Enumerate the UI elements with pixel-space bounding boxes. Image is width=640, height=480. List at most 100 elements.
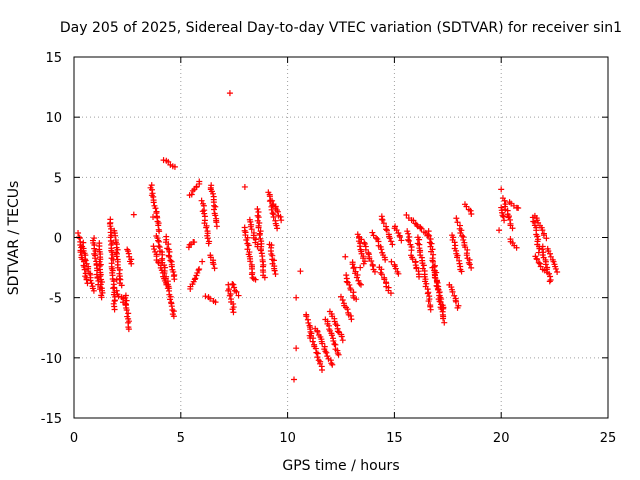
data-point xyxy=(226,90,233,97)
data-point xyxy=(230,300,237,307)
data-point xyxy=(204,235,211,242)
data-point xyxy=(272,271,279,278)
data-point xyxy=(357,264,364,271)
y-tick-label: -10 xyxy=(41,352,62,367)
data-point xyxy=(271,267,278,274)
data-point xyxy=(369,262,376,269)
data-point xyxy=(468,264,475,271)
data-point xyxy=(328,332,335,339)
data-point xyxy=(467,207,474,214)
data-point xyxy=(405,236,412,243)
data-points xyxy=(75,90,561,383)
data-point xyxy=(331,341,338,348)
data-point xyxy=(212,203,219,210)
data-point xyxy=(171,276,178,283)
data-point xyxy=(534,256,541,263)
data-point xyxy=(550,258,557,265)
data-point xyxy=(357,281,364,288)
data-point xyxy=(379,216,386,223)
data-point xyxy=(256,220,263,227)
data-point xyxy=(82,257,89,264)
data-point xyxy=(319,340,326,347)
data-point xyxy=(268,206,275,213)
data-point xyxy=(356,243,363,250)
data-point xyxy=(113,287,120,294)
data-point xyxy=(466,261,473,268)
data-point xyxy=(278,217,285,224)
data-point xyxy=(92,255,99,262)
data-point xyxy=(392,265,399,272)
data-point xyxy=(499,212,506,219)
chart-title: Day 205 of 2025, Sidereal Day-to-day VTE… xyxy=(60,20,622,36)
data-point xyxy=(353,296,360,303)
data-point xyxy=(453,298,460,305)
data-point xyxy=(274,208,281,215)
data-point xyxy=(319,367,326,374)
data-point xyxy=(552,265,559,272)
data-point xyxy=(212,212,219,219)
data-point xyxy=(337,293,344,300)
data-point xyxy=(191,239,198,246)
data-point xyxy=(335,351,342,358)
x-tick-label: 5 xyxy=(177,431,185,446)
data-point xyxy=(554,269,561,276)
data-point xyxy=(274,225,281,232)
data-point xyxy=(440,315,447,322)
data-point xyxy=(420,262,427,269)
data-point xyxy=(543,235,550,242)
data-point xyxy=(207,295,214,302)
data-point xyxy=(360,255,367,262)
data-point xyxy=(213,223,220,230)
data-point xyxy=(351,264,358,271)
data-point xyxy=(83,276,90,283)
data-point xyxy=(348,316,355,323)
data-point xyxy=(418,225,425,232)
x-tick-label: 20 xyxy=(493,431,510,446)
data-point xyxy=(426,232,433,239)
data-point xyxy=(344,306,351,313)
data-point xyxy=(248,271,255,278)
x-tick-label: 10 xyxy=(279,431,296,446)
data-point xyxy=(291,376,298,383)
data-point xyxy=(536,245,543,252)
y-axis-label: SDTVAR / TECUs xyxy=(6,181,22,296)
data-point xyxy=(463,252,470,259)
data-point xyxy=(305,319,312,326)
data-point xyxy=(235,292,242,299)
data-point xyxy=(155,237,162,244)
data-point xyxy=(536,260,543,267)
data-point xyxy=(441,319,448,326)
data-point xyxy=(437,299,444,306)
data-point xyxy=(440,305,447,312)
data-point xyxy=(456,260,463,267)
data-point xyxy=(229,306,236,313)
y-tick-label: 15 xyxy=(45,51,62,66)
grid xyxy=(74,57,608,418)
data-point xyxy=(546,278,553,285)
data-point xyxy=(273,222,280,229)
data-point xyxy=(429,257,436,264)
data-point xyxy=(152,205,159,212)
data-point xyxy=(210,190,217,197)
data-point xyxy=(171,163,178,170)
data-point xyxy=(540,232,547,239)
data-point xyxy=(202,293,209,300)
data-point xyxy=(151,246,158,253)
data-point xyxy=(383,226,390,233)
data-point xyxy=(97,281,104,288)
data-point xyxy=(303,313,310,320)
data-point xyxy=(107,223,114,230)
data-point xyxy=(233,288,240,295)
data-point xyxy=(255,208,262,215)
data-point xyxy=(369,229,376,236)
data-point xyxy=(166,253,173,260)
data-point xyxy=(225,281,232,288)
data-point xyxy=(468,210,475,217)
data-point xyxy=(170,308,177,315)
data-point xyxy=(249,274,256,281)
data-point xyxy=(118,282,125,289)
data-point xyxy=(425,298,432,305)
data-point xyxy=(257,247,264,254)
data-point xyxy=(122,294,129,301)
data-point xyxy=(361,240,368,247)
